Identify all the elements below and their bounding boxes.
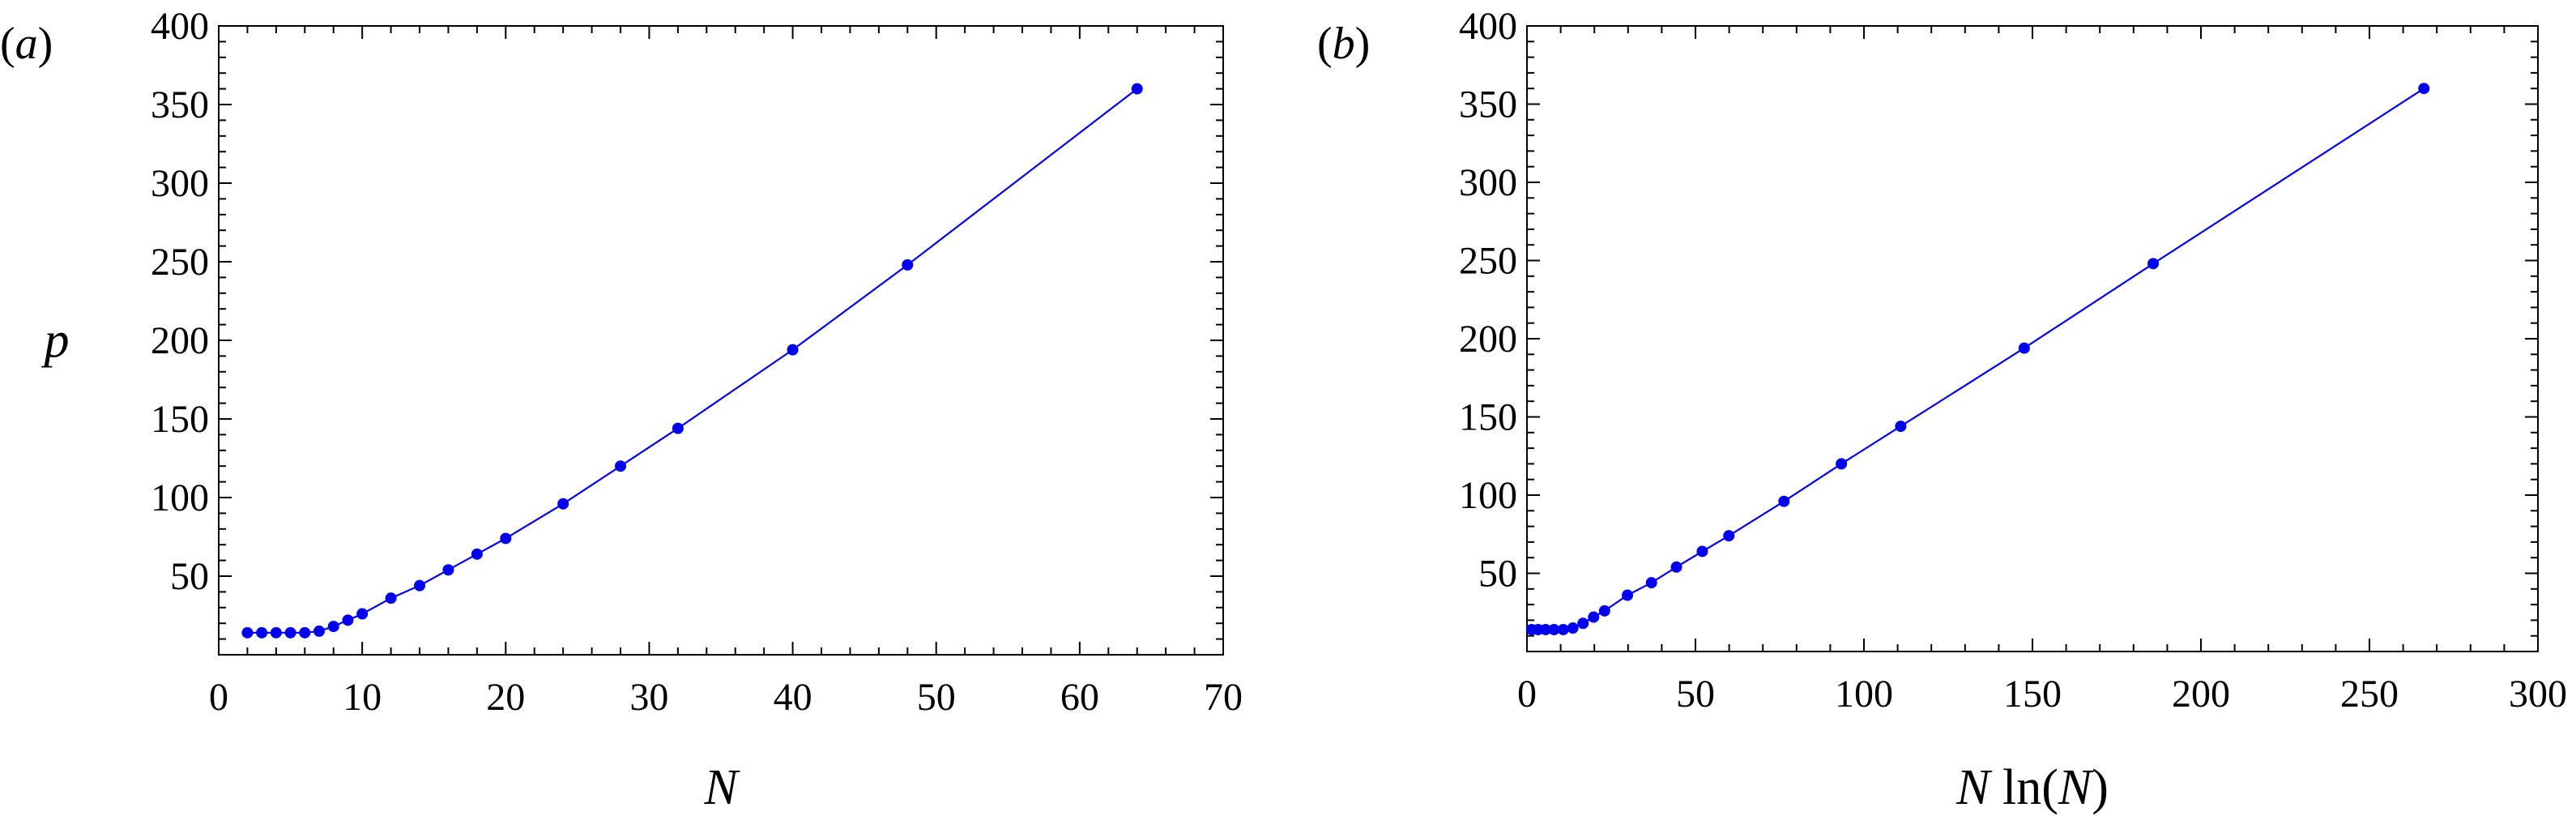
y-axis-title: p <box>41 313 70 368</box>
x-tick-label: 30 <box>629 676 668 719</box>
data-point <box>615 460 626 472</box>
y-tick-label: 100 <box>1459 474 1517 517</box>
data-point <box>500 532 512 545</box>
y-tick-label: 100 <box>151 476 209 519</box>
data-point <box>256 626 268 639</box>
data-point <box>1588 611 1600 623</box>
data-point <box>1577 617 1589 630</box>
data-point <box>1540 623 1552 635</box>
data-point <box>787 344 799 356</box>
x-tick-label: 40 <box>774 676 812 719</box>
y-tick-label: 150 <box>1459 396 1517 439</box>
plot-frame <box>218 25 1224 656</box>
y-tick-label: 250 <box>151 241 209 284</box>
x-axis-title: N ln(N) <box>1955 760 2109 815</box>
data-point <box>557 498 569 510</box>
data-point <box>1895 421 1907 433</box>
y-tick-label: 400 <box>151 5 209 48</box>
y-tick-label: 350 <box>151 83 209 126</box>
plot-frame <box>1526 25 2539 652</box>
x-tick-label: 0 <box>1517 673 1537 716</box>
data-point <box>1723 530 1735 542</box>
panel-label: (b) <box>1317 19 1370 69</box>
data-point <box>342 614 354 626</box>
y-tick-label: 50 <box>1478 553 1517 596</box>
data-point <box>902 258 914 271</box>
x-tick-label: 150 <box>2003 673 2062 716</box>
data-point <box>1131 83 1143 95</box>
y-tick-label: 400 <box>1459 5 1517 48</box>
data-point <box>1670 561 1683 573</box>
data-point <box>1622 589 1634 601</box>
y-tick-label: 250 <box>1459 240 1517 283</box>
series-line <box>247 88 1138 634</box>
x-tick-label: 300 <box>2509 673 2567 716</box>
data-point <box>1778 495 1790 507</box>
data-point <box>356 608 369 620</box>
data-point <box>2147 258 2160 270</box>
x-tick-label: 50 <box>1676 673 1715 716</box>
panel-label: (a) <box>0 19 53 69</box>
data-point <box>442 564 454 576</box>
data-point <box>672 422 684 434</box>
x-tick-label: 50 <box>917 676 956 719</box>
x-tick-label: 100 <box>1835 673 1893 716</box>
data-point <box>1696 545 1708 558</box>
data-point <box>1548 623 1560 635</box>
x-tick-label: 10 <box>343 676 382 719</box>
y-tick-label: 150 <box>151 398 209 441</box>
data-point <box>270 626 282 639</box>
data-point <box>471 548 483 560</box>
y-tick-label: 350 <box>1459 83 1517 126</box>
panel-a: 0 10 20 30 40 50 60 70 50 100 150 200 250 300 350 400 Np… <box>0 5 1243 815</box>
x-axis-title: N <box>703 760 740 815</box>
data-point <box>284 626 296 639</box>
x-tick-label: 70 <box>1204 676 1243 719</box>
data-point <box>1836 458 1848 470</box>
x-tick-label: 250 <box>2340 673 2399 716</box>
data-point <box>2018 342 2030 354</box>
data-point <box>1645 577 1657 589</box>
data-point <box>299 626 311 639</box>
data-point <box>1598 605 1610 617</box>
panel-b: 0 50 100 150 200 250 300 50 100 150 200 250 300 350 40… <box>1317 5 2567 815</box>
x-tick-label: 200 <box>2172 673 2230 716</box>
data-point <box>241 626 254 639</box>
data-point <box>414 579 425 592</box>
y-tick-label: 300 <box>1459 161 1517 204</box>
y-tick-label: 200 <box>1459 318 1517 361</box>
data-point <box>2418 83 2430 95</box>
data-point <box>1567 622 1579 634</box>
x-tick-label: 0 <box>209 676 228 719</box>
y-tick-label: 300 <box>151 162 209 205</box>
y-tick-label: 200 <box>151 319 209 362</box>
data-point <box>1557 623 1569 635</box>
series-line <box>1531 88 2425 631</box>
data-point <box>385 592 397 605</box>
data-point <box>313 625 325 637</box>
x-tick-label: 60 <box>1060 676 1099 719</box>
data-point <box>327 621 339 633</box>
y-tick-label: 50 <box>170 555 209 598</box>
x-tick-label: 20 <box>486 676 525 719</box>
